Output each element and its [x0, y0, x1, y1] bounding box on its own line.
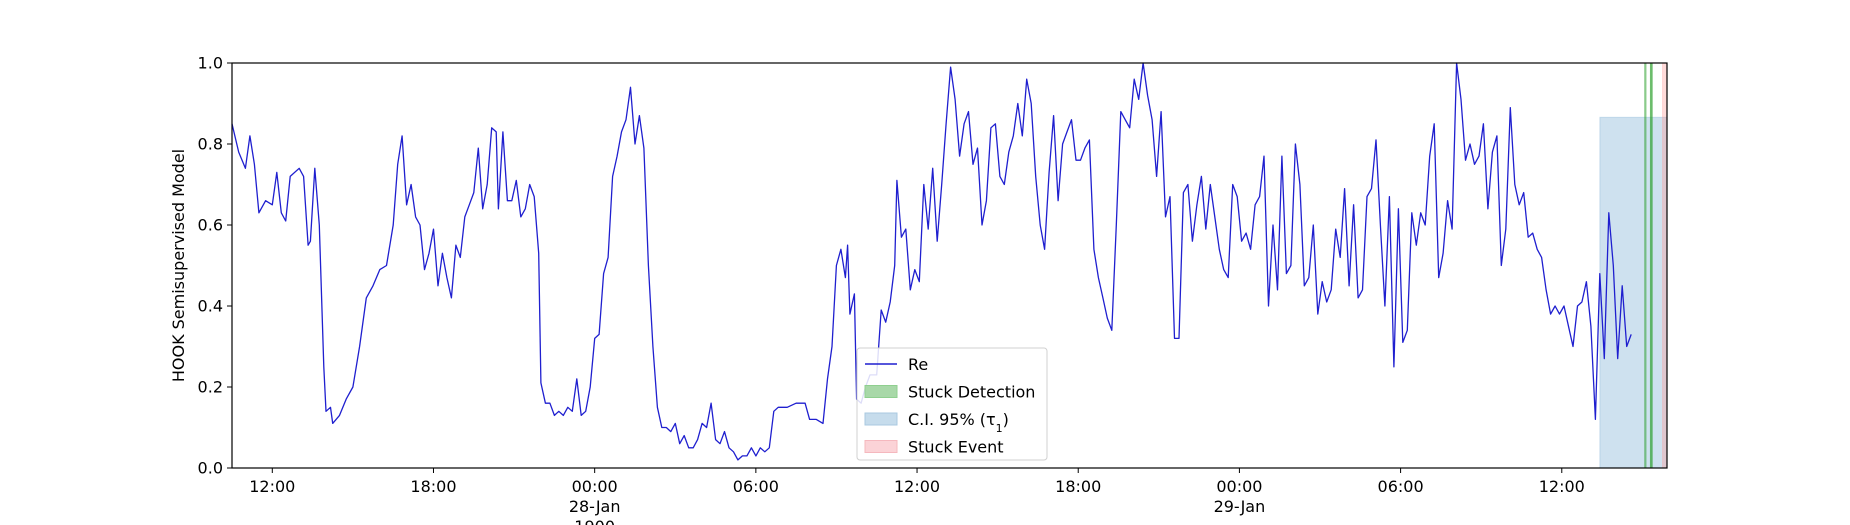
y-tick-label: 0.6 — [198, 216, 223, 235]
series-lines — [231, 62, 1632, 461]
y-tick-label: 1.0 — [198, 54, 223, 73]
shaded-bands — [1599, 62, 1668, 469]
band-detect — [1649, 62, 1653, 469]
series-line-0 — [231, 62, 1632, 461]
y-tick-label: 0.8 — [198, 135, 223, 154]
x-tick-label: 00:00 — [1216, 477, 1262, 496]
x-tick-label: 1900 — [574, 517, 615, 525]
legend-patch-swatch — [864, 440, 898, 453]
band-ci — [1599, 116, 1668, 469]
x-tick-label: 28-Jan — [569, 497, 621, 516]
x-tick-label: 06:00 — [1378, 477, 1424, 496]
legend-patch-swatch — [864, 412, 898, 426]
x-tick-label: 18:00 — [410, 477, 456, 496]
x-tick-label: 18:00 — [1055, 477, 1101, 496]
legend-box — [856, 347, 1048, 461]
x-axis: 12:0018:0000:0028-Jan190006:0012:0018:00… — [249, 468, 1585, 525]
x-tick-label: 29-Jan — [1214, 497, 1266, 516]
x-tick-label: 12:00 — [1539, 477, 1585, 496]
band-event — [1662, 62, 1668, 469]
x-tick-label: 12:00 — [894, 477, 940, 496]
legend-patch-swatch — [864, 385, 898, 398]
legend-label: Stuck Event — [908, 438, 1004, 457]
y-tick-label: 0.0 — [198, 459, 223, 478]
x-tick-label: 00:00 — [572, 477, 618, 496]
y-axis-label: HOOK Semisupervised Model — [169, 149, 188, 382]
y-axis: 0.0 0.2 0.4 0.6 0.8 1.0 — [198, 54, 232, 478]
legend-label: Stuck Detection — [908, 383, 1035, 402]
x-tick-label: 06:00 — [733, 477, 779, 496]
y-tick-label: 0.4 — [198, 297, 223, 316]
plot-frame — [231, 62, 1668, 469]
y-tick-label: 0.2 — [198, 378, 223, 397]
legend-label: Re — [908, 355, 928, 374]
x-tick-label: 12:00 — [249, 477, 295, 496]
band-detect — [1644, 62, 1647, 469]
